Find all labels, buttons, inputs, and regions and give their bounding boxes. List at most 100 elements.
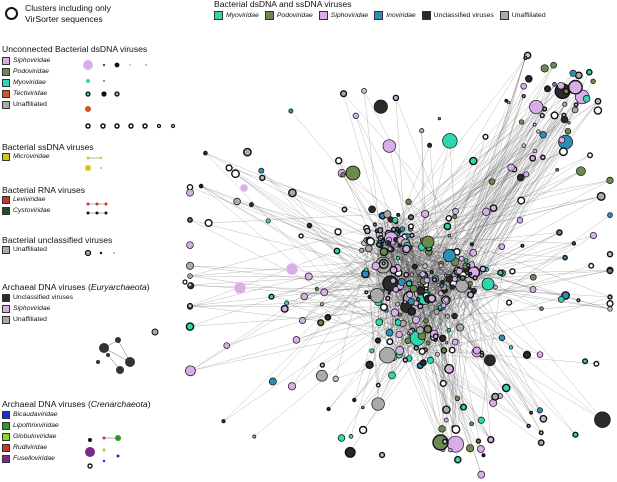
network-node <box>401 244 411 254</box>
network-node <box>569 69 577 77</box>
top-legend-label-2: Siphoviridae <box>330 11 369 19</box>
network-node <box>419 128 425 134</box>
network-node <box>402 357 409 363</box>
network-node <box>436 282 441 287</box>
network-node <box>387 291 391 295</box>
network-node <box>407 306 417 316</box>
network-edge <box>423 278 455 363</box>
unconnected_bacterial_dsdna-swatch-4 <box>2 101 10 109</box>
network-node <box>390 308 399 317</box>
network-edge <box>365 145 524 275</box>
network-node <box>466 263 471 268</box>
network-node <box>516 173 525 182</box>
network-edge <box>419 293 454 428</box>
network-node <box>203 150 208 156</box>
network-node <box>582 95 591 103</box>
network-node <box>573 102 579 108</box>
network-edge <box>395 97 468 277</box>
archaeal_eury-label-1: Siphoviridae <box>13 305 51 312</box>
network-edge <box>229 167 397 223</box>
network-node <box>406 291 414 299</box>
network-edge <box>386 310 400 351</box>
network-edge <box>410 247 451 451</box>
network-edge <box>208 213 383 224</box>
network-node <box>482 133 489 140</box>
network-node <box>441 438 448 445</box>
network-node <box>371 261 380 271</box>
network-node <box>468 156 478 166</box>
network-node <box>374 337 382 344</box>
network-edge <box>327 251 429 318</box>
network-node <box>385 329 394 337</box>
network-node <box>506 299 513 306</box>
network-edge <box>302 307 384 321</box>
network-edge <box>399 157 543 246</box>
side-node <box>142 123 148 129</box>
network-node <box>386 240 392 246</box>
network-edge <box>368 93 579 249</box>
archaeal_cren-swatch-3 <box>2 444 10 452</box>
network-node <box>539 414 548 423</box>
network-edge <box>473 101 599 270</box>
top-legend-label-4: Unclassified viruses <box>433 11 494 19</box>
network-edge <box>450 115 565 278</box>
side-node <box>86 202 90 206</box>
network-node <box>451 424 461 434</box>
network-node <box>539 112 545 119</box>
network-edge <box>190 294 471 371</box>
network-node <box>593 360 600 367</box>
side-node <box>156 123 162 129</box>
unconnected_bacterial_dsdna-swatch-0 <box>2 57 10 65</box>
network-node <box>375 318 383 326</box>
network-node <box>475 438 482 444</box>
network-edge <box>457 84 555 271</box>
network-node <box>284 300 290 306</box>
top-legend-swatch-5 <box>499 10 509 20</box>
network-node <box>439 379 447 388</box>
unconnected_bacterial_dsdna-label-0: Siphoviridae <box>13 57 51 64</box>
network-edge <box>201 185 384 252</box>
side-node <box>100 123 106 129</box>
network-node <box>532 148 538 154</box>
network-node <box>344 446 356 458</box>
network-node <box>340 90 348 98</box>
network-node <box>417 303 424 310</box>
network-edge <box>410 226 423 337</box>
network-node <box>319 362 326 368</box>
network-node <box>472 346 481 355</box>
network-node <box>532 122 537 127</box>
network-node <box>582 358 589 365</box>
network-node <box>442 405 451 415</box>
network-node <box>304 272 313 281</box>
network-node <box>588 262 595 269</box>
bacterial_unclassified-label-0: Unaffiliated <box>13 246 47 253</box>
side-node <box>85 106 91 112</box>
network-edge <box>407 340 491 440</box>
network-node <box>459 275 466 282</box>
network-node <box>542 106 548 112</box>
network-node <box>606 176 614 185</box>
network-node <box>606 250 614 258</box>
network-edge <box>381 75 579 241</box>
network-node <box>498 334 506 342</box>
network-node <box>361 405 365 410</box>
network-node <box>223 342 230 349</box>
network-edge <box>189 305 435 335</box>
top-legend-label-5: Unaffiliated <box>511 11 546 19</box>
network-node <box>280 304 289 313</box>
network-node <box>448 346 456 354</box>
side-node <box>85 123 91 129</box>
eury-title-pre: Archaeal DNA viruses ( <box>2 282 91 292</box>
network-node <box>567 121 571 125</box>
top-legend-swatch-2 <box>318 10 328 20</box>
network-node <box>387 246 393 251</box>
network-node <box>466 444 475 453</box>
network-node <box>359 247 365 253</box>
network-node <box>379 235 383 240</box>
network-edge <box>397 304 541 355</box>
network-edge <box>431 86 524 273</box>
network-edge <box>201 185 406 303</box>
network-node <box>392 286 399 293</box>
network-node <box>425 340 431 346</box>
